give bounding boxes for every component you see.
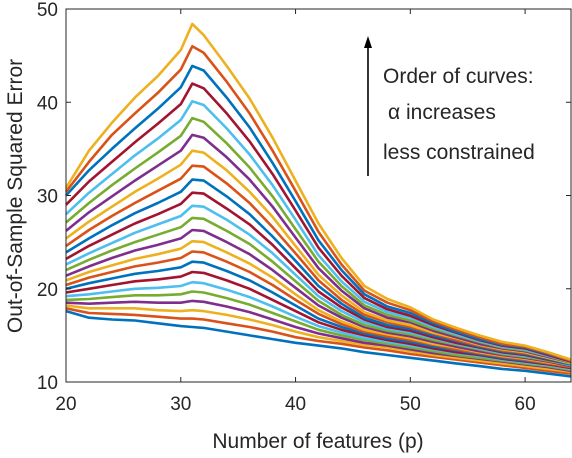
annotation-line-3: less constrained <box>383 141 535 164</box>
x-tick-label: 40 <box>285 394 306 415</box>
y-tick-label: 20 <box>37 280 58 301</box>
x-axis-title: Number of features (p) <box>212 430 423 453</box>
y-tick-label: 30 <box>37 187 58 208</box>
x-axis-ticks: 20 30 40 50 60 <box>55 9 536 415</box>
series-line-11 <box>65 228 572 368</box>
series-line-5 <box>65 290 572 372</box>
y-tick-label: 50 <box>37 0 58 21</box>
curve-order-annotation: Order of curves: α increases less constr… <box>364 36 535 176</box>
series-line-1 <box>65 309 572 378</box>
series-line-2 <box>65 307 572 375</box>
y-tick-label: 40 <box>37 93 58 114</box>
y-axis-title: Out-of-Sample Squared Error <box>4 59 27 333</box>
series-line-3 <box>65 304 572 373</box>
series-line-24 <box>64 22 572 361</box>
series-line-23 <box>64 44 572 362</box>
annotation-line-2: α increases <box>388 101 496 124</box>
series-lines <box>64 22 572 378</box>
x-tick-label: 50 <box>400 394 421 415</box>
y-tick-label: 10 <box>37 373 58 394</box>
annotation-line-1: Order of curves: <box>383 65 534 88</box>
series-line-18 <box>65 133 572 364</box>
series-line-22 <box>65 64 572 362</box>
arrow-head <box>364 36 372 48</box>
x-tick-label: 20 <box>55 394 76 415</box>
x-tick-label: 60 <box>515 394 536 415</box>
x-tick-label: 30 <box>170 394 191 415</box>
y-axis-ticks: 10 20 30 40 50 <box>37 0 571 394</box>
